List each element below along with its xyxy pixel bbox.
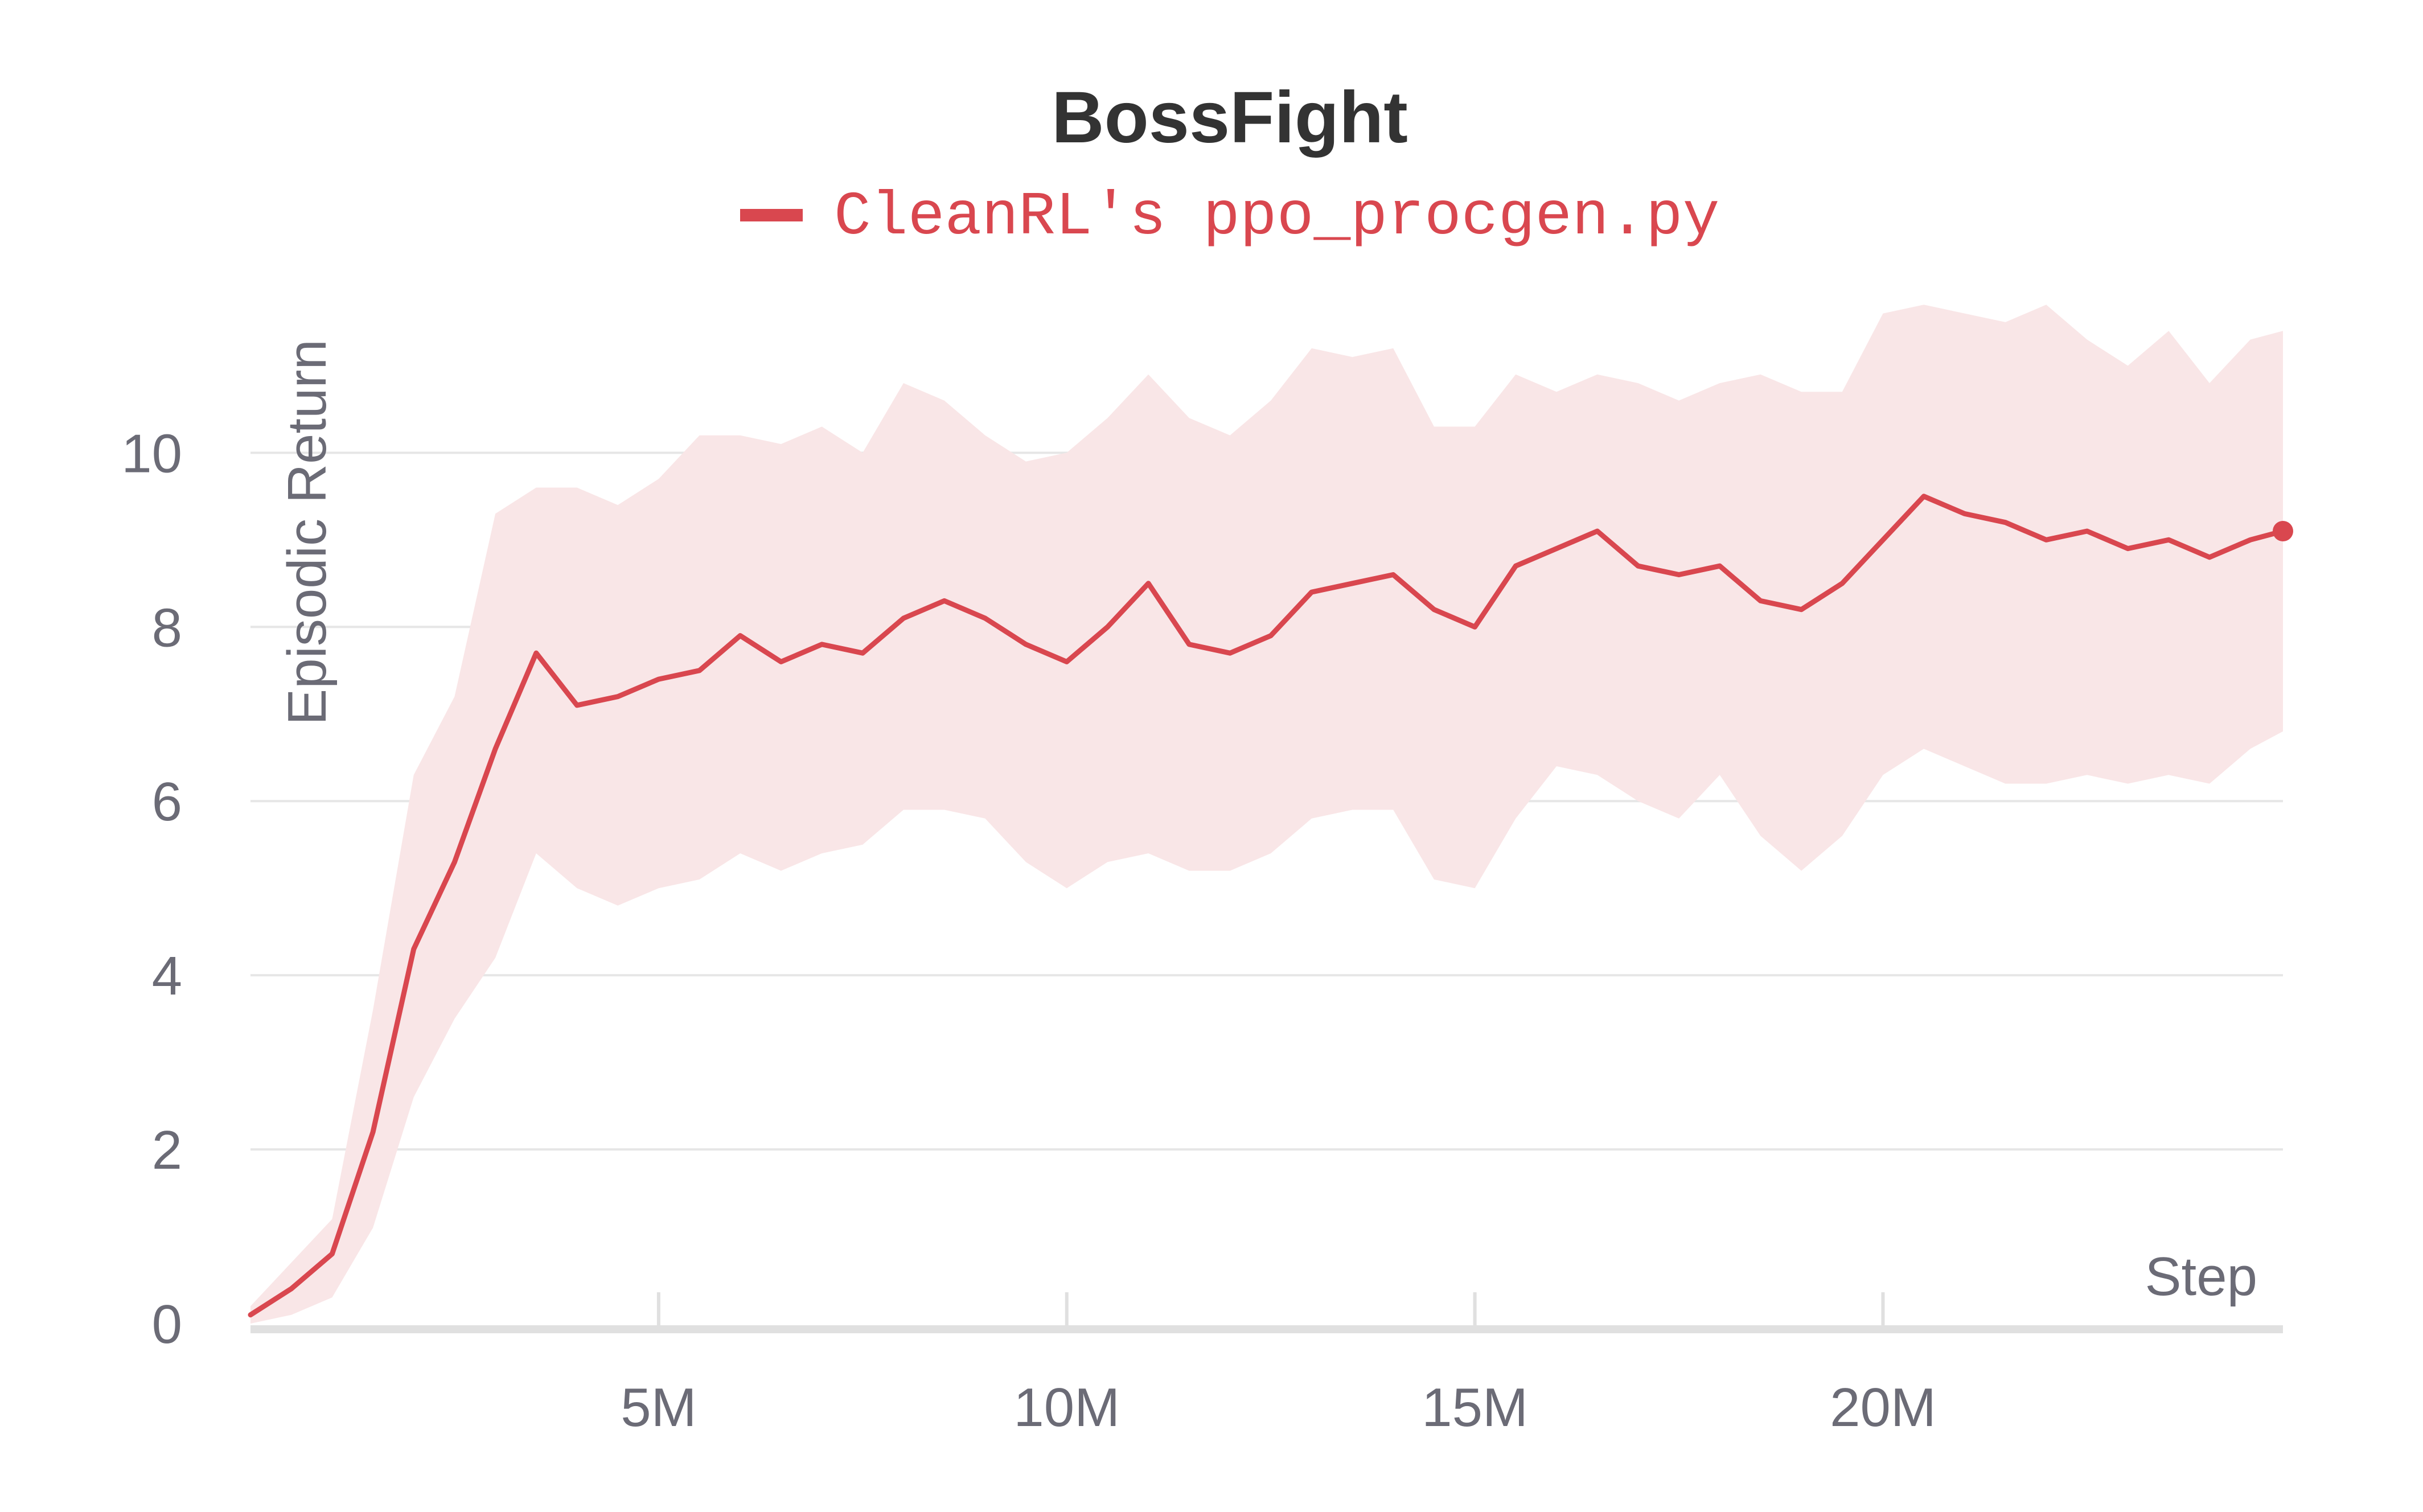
axes [250,1292,2283,1333]
y-tick-label: 10 [121,423,182,484]
y-tick-label: 8 [152,597,182,658]
band-area [250,305,2283,1324]
x-axis-label: Step [2145,1246,2257,1307]
y-axis-label: Episodic Return [277,339,338,725]
chart-title: BossFight [1052,77,1408,158]
y-tick-label: 0 [152,1294,182,1355]
legend-label: CleanRL's ppo_procgen.py [834,183,1719,252]
x-tick-label: 5M [621,1377,696,1438]
tick-labels: 0 2 4 6 8 10 5M 10M 15M 20M [121,423,1936,1438]
x-tick-label: 15M [1422,1377,1528,1438]
series-line [248,494,2293,1318]
y-tick-label: 4 [152,946,182,1006]
mean-line [248,494,2286,1318]
y-tick-label: 2 [152,1120,182,1181]
x-tick-label: 10M [1013,1377,1120,1438]
y-tick-label: 6 [152,771,182,832]
legend: CleanRL's ppo_procgen.py [740,183,1719,252]
x-tick-label: 20M [1830,1377,1936,1438]
end-point-marker [2273,521,2293,542]
confidence-band [250,305,2283,1324]
